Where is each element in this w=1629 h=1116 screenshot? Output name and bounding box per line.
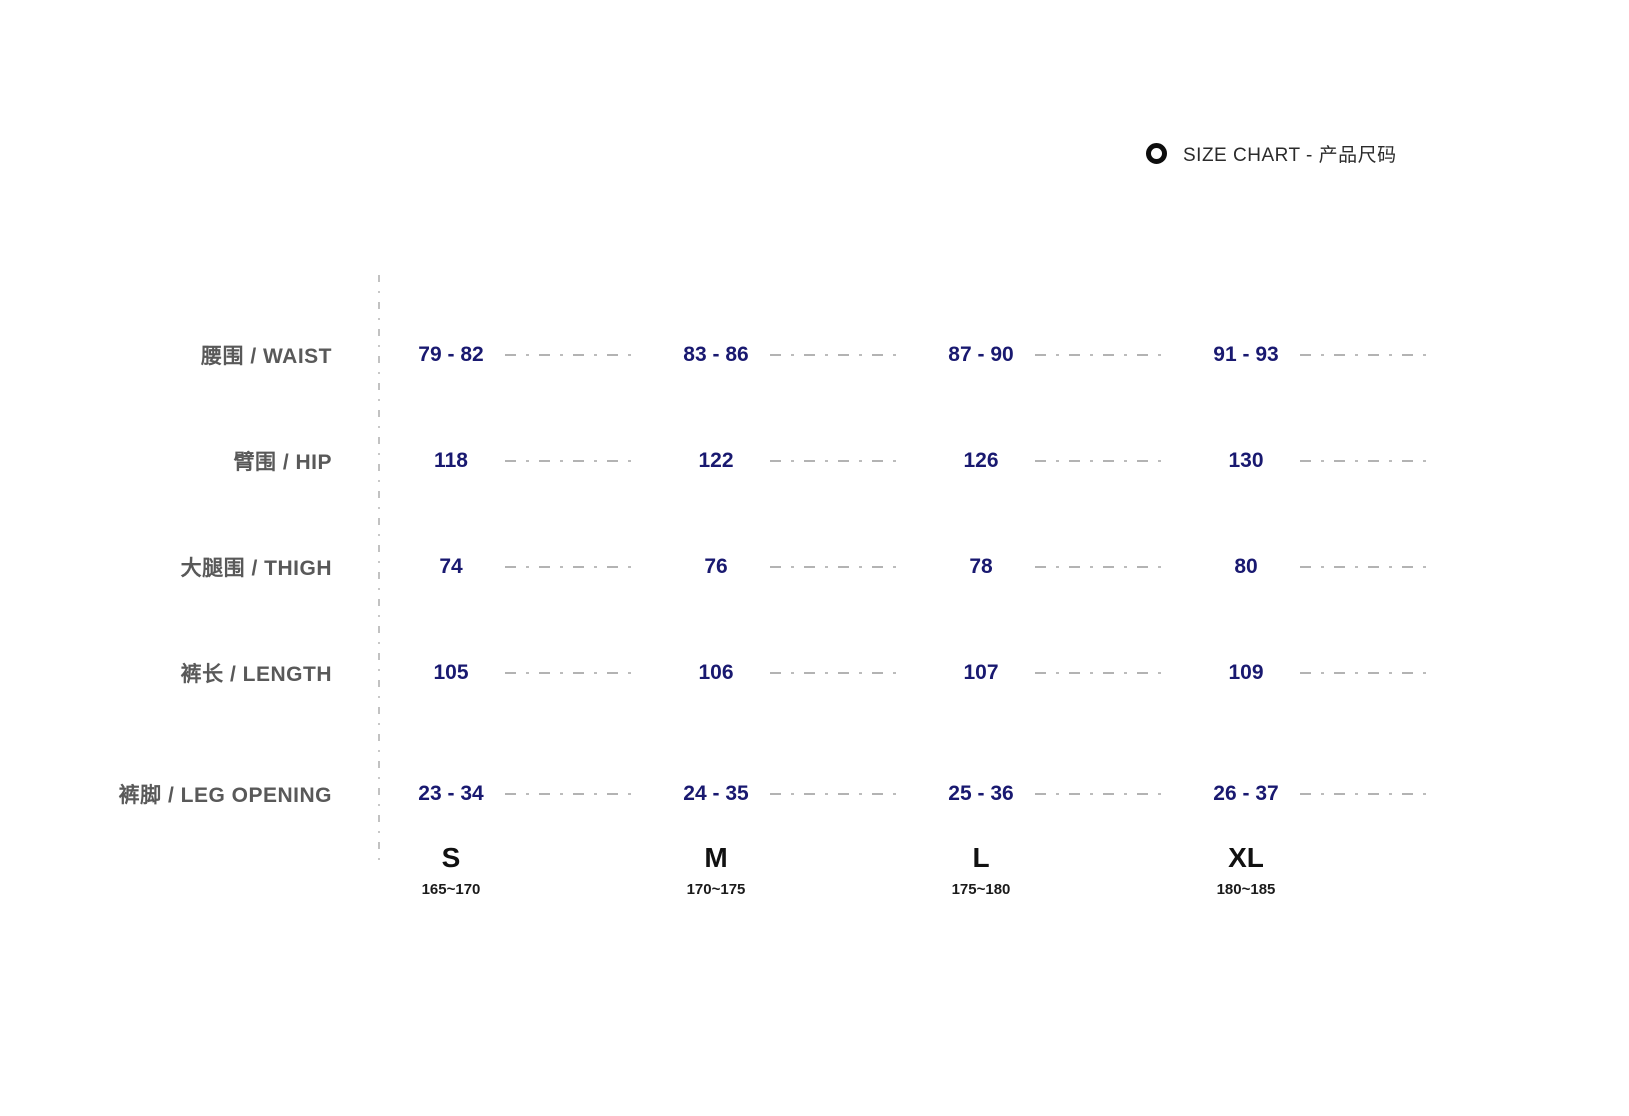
size-value: 26 - 37 (1213, 782, 1279, 805)
ring-icon (1146, 143, 1167, 164)
size-value: 25 - 36 (948, 782, 1014, 805)
dashed-connector-line (1300, 566, 1432, 568)
measurement-cell: 106 (645, 661, 910, 685)
size-letter: M (704, 842, 728, 873)
size-column: S 165~170 (380, 841, 645, 898)
size-value: 87 - 90 (948, 343, 1014, 366)
size-value: 109 (1228, 661, 1264, 684)
dashed-connector-line (1300, 793, 1432, 795)
dashed-connector-line (505, 460, 637, 462)
size-value: 79 - 82 (418, 343, 484, 366)
size-value: 23 - 34 (418, 782, 484, 805)
measurement-label: 腰围 / WAIST (201, 345, 332, 368)
vertical-divider-dashed-line (378, 275, 380, 867)
measurement-label: 大腿围 / THIGH (180, 557, 332, 580)
size-letter: S (441, 842, 461, 873)
measurement-cell: 23 - 34 (380, 782, 645, 806)
measurement-cell: 122 (645, 449, 910, 473)
measurement-cell: 91 - 93 (1175, 343, 1440, 367)
measurement-cell: 78 (910, 555, 1175, 579)
measurement-cell: 26 - 37 (1175, 782, 1440, 806)
measurement-row: 裤脚 / LEG OPENING 23 - 34 24 - 35 25 - 36 26 … (0, 741, 1460, 847)
size-value: 80 (1234, 555, 1258, 578)
size-value: 107 (963, 661, 999, 684)
size-columns-footer: S 165~170 M 170~175 L 175~180 XL 180~185 (0, 841, 1460, 898)
measurement-row: 裤长 / LENGTH 105 106 107 109 (0, 620, 1460, 726)
measurement-cell: 126 (910, 449, 1175, 473)
measurement-cell: 24 - 35 (645, 782, 910, 806)
size-height-range: 180~185 (1216, 881, 1276, 898)
size-value: 126 (963, 449, 999, 472)
measurement-label: 裤脚 / LEG OPENING (118, 784, 332, 807)
size-value: 24 - 35 (683, 782, 749, 805)
dashed-connector-line (1300, 460, 1432, 462)
measurement-row: 大腿围 / THIGH 74 76 78 80 (0, 514, 1460, 620)
dashed-connector-line (1300, 672, 1432, 674)
size-chart-table: 腰围 / WAIST 79 - 82 83 - 86 87 - 90 91 - 93 臂围… (0, 275, 1460, 898)
measurement-rows: 腰围 / WAIST 79 - 82 83 - 86 87 - 90 91 - 93 臂围… (0, 275, 1460, 847)
measurement-values: 79 - 82 83 - 86 87 - 90 91 - 93 (380, 343, 1440, 367)
measurement-cell: 80 (1175, 555, 1440, 579)
measurement-cell: 74 (380, 555, 645, 579)
measurement-row: 腰围 / WAIST 79 - 82 83 - 86 87 - 90 91 - 93 (0, 302, 1460, 408)
measurement-label: 裤长 / LENGTH (180, 663, 332, 686)
measurement-cell: 83 - 86 (645, 343, 910, 367)
measurement-cell: 105 (380, 661, 645, 685)
dashed-connector-line (505, 793, 637, 795)
dashed-connector-line (1035, 354, 1167, 356)
size-value: 118 (434, 449, 468, 472)
measurement-cell: 107 (910, 661, 1175, 685)
size-column: M 170~175 (645, 841, 910, 898)
size-value: 78 (969, 555, 993, 578)
dashed-connector-line (770, 566, 902, 568)
dashed-connector-line (770, 672, 902, 674)
size-height-range: 165~170 (421, 881, 481, 898)
measurement-cell: 76 (645, 555, 910, 579)
measurement-cell: 118 (380, 449, 645, 473)
size-value: 74 (439, 555, 463, 578)
measurement-cell: 130 (1175, 449, 1440, 473)
size-value: 91 - 93 (1213, 343, 1279, 366)
size-column: L 175~180 (910, 841, 1175, 898)
measurement-values: 74 76 78 80 (380, 555, 1440, 579)
size-height-range: 175~180 (951, 881, 1011, 898)
size-column: XL 180~185 (1175, 841, 1440, 898)
size-value: 122 (698, 449, 734, 472)
size-value: 105 (433, 661, 469, 684)
measurement-cell: 79 - 82 (380, 343, 645, 367)
size-letter: XL (1228, 842, 1264, 873)
dashed-connector-line (770, 793, 902, 795)
dashed-connector-line (1035, 460, 1167, 462)
size-value: 130 (1228, 449, 1264, 472)
size-value: 106 (698, 661, 734, 684)
measurement-label: 臂围 / HIP (233, 451, 332, 474)
size-value: 83 - 86 (683, 343, 749, 366)
dashed-connector-line (505, 672, 637, 674)
dashed-connector-line (1035, 793, 1167, 795)
size-letter: L (972, 842, 990, 873)
measurement-values: 118 122 126 130 (380, 449, 1440, 473)
dashed-connector-line (1035, 672, 1167, 674)
measurement-row: 臂围 / HIP 118 122 126 130 (0, 408, 1460, 514)
measurement-cell: 87 - 90 (910, 343, 1175, 367)
size-chart-title: SIZE CHART - 产品尺码 (1183, 145, 1397, 166)
size-value: 76 (704, 555, 728, 578)
measurement-cell: 25 - 36 (910, 782, 1175, 806)
size-chart-header: SIZE CHART - 产品尺码 (1146, 140, 1397, 167)
footer-spacer (0, 841, 380, 898)
measurement-cell: 109 (1175, 661, 1440, 685)
measurement-values: 23 - 34 24 - 35 25 - 36 26 - 37 (380, 782, 1440, 806)
size-height-range: 170~175 (686, 881, 746, 898)
dashed-connector-line (505, 354, 637, 356)
size-columns: S 165~170 M 170~175 L 175~180 XL 180~185 (380, 841, 1440, 898)
measurement-values: 105 106 107 109 (380, 661, 1440, 685)
dashed-connector-line (505, 566, 637, 568)
dashed-connector-line (770, 354, 902, 356)
dashed-connector-line (1035, 566, 1167, 568)
dashed-connector-line (770, 460, 902, 462)
dashed-connector-line (1300, 354, 1432, 356)
